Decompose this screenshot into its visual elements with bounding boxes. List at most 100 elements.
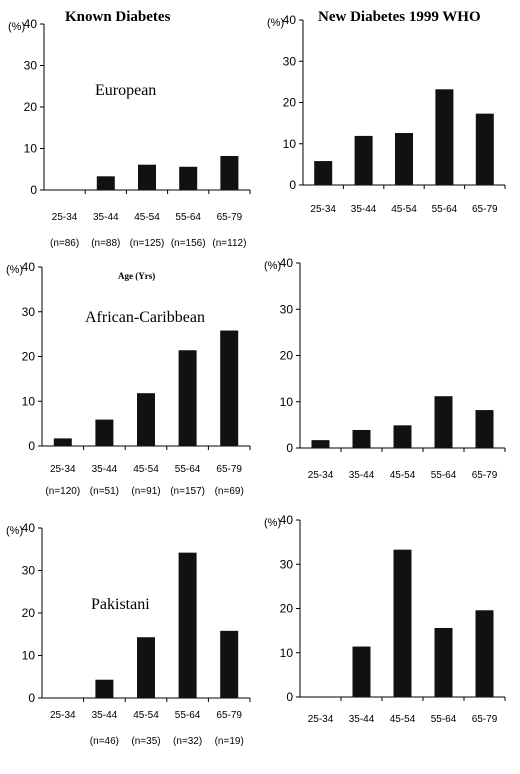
y-tick-label: 20 bbox=[280, 349, 294, 363]
x-tick-label: 55-64 bbox=[431, 470, 457, 481]
x-tick-label: 65-79 bbox=[216, 464, 242, 475]
age-axis-label: Age (Yrs) bbox=[118, 271, 155, 281]
left-column-title: Known Diabetes bbox=[65, 9, 171, 25]
sample-size-label: (n=125) bbox=[130, 238, 165, 249]
unit-label: (%) bbox=[6, 525, 23, 537]
x-tick-label: 65-79 bbox=[472, 714, 498, 725]
bar-45-54 bbox=[395, 133, 413, 185]
panel-new-european: (%) 0 10 20 30 40 25-34 35-44 45-54 55-64 65-79 bbox=[267, 13, 506, 215]
y-tick-label: 40 bbox=[280, 256, 294, 270]
group-label: African-Caribbean bbox=[85, 309, 205, 326]
x-tick-label: 25-34 bbox=[52, 212, 78, 223]
y-tick-label: 20 bbox=[22, 350, 36, 364]
y-tick-label: 20 bbox=[22, 606, 36, 620]
x-tick-label: 65-79 bbox=[217, 212, 243, 223]
bar-65-79 bbox=[220, 330, 239, 446]
bar-45-54 bbox=[137, 393, 155, 446]
x-tick-label: 25-34 bbox=[308, 470, 334, 481]
y-tick-label: 30 bbox=[24, 59, 38, 73]
x-tick-label: 35-44 bbox=[349, 714, 375, 725]
bar-55-64 bbox=[435, 89, 454, 185]
y-tick-label: 0 bbox=[30, 183, 37, 197]
y-tick-label: 0 bbox=[286, 441, 293, 455]
bar-35-44 bbox=[95, 419, 114, 446]
y-tick-label: 30 bbox=[22, 305, 36, 319]
right-column-title: New Diabetes 1999 WHO bbox=[318, 9, 481, 25]
x-tick-label: 55-64 bbox=[432, 204, 458, 215]
y-tick-label: 40 bbox=[280, 513, 294, 527]
y-tick-label: 10 bbox=[283, 137, 297, 151]
x-tick-label: 65-79 bbox=[216, 710, 242, 721]
bar-25-34 bbox=[314, 161, 333, 185]
x-tick-label: 45-54 bbox=[391, 204, 417, 215]
x-tick-label: 35-44 bbox=[92, 464, 118, 475]
y-tick-label: 10 bbox=[280, 395, 294, 409]
x-tick-label: 25-34 bbox=[50, 464, 76, 475]
y-tick-label: 40 bbox=[22, 260, 36, 274]
bar-55-64 bbox=[179, 166, 198, 190]
sample-size-label: (n=19) bbox=[215, 736, 244, 747]
x-tick-label: 55-64 bbox=[175, 212, 201, 223]
y-tick-label: 40 bbox=[24, 17, 38, 31]
y-tick-label: 10 bbox=[22, 394, 36, 408]
y-tick-label: 30 bbox=[22, 564, 36, 578]
bar-65-79 bbox=[220, 630, 239, 698]
x-tick-label: 35-44 bbox=[349, 470, 375, 481]
panels: (%) 0 10 20 30 40 25-34 (n=86) 35-44 (n=88) 45-54 (… bbox=[6, 13, 506, 747]
y-tick-label: 10 bbox=[280, 646, 294, 660]
x-tick-label: 45-54 bbox=[134, 212, 160, 223]
bar-45-54 bbox=[393, 549, 412, 697]
x-tick-label: 35-44 bbox=[92, 710, 118, 721]
y-tick-label: 20 bbox=[283, 96, 297, 110]
panel-new-pakistani: (%) 0 10 20 30 40 25-34 35-44 45-54 55-64 65-79 bbox=[264, 513, 506, 725]
sample-size-label: (n=120) bbox=[45, 486, 80, 497]
sample-size-label: (n=46) bbox=[90, 736, 119, 747]
y-tick-label: 0 bbox=[28, 691, 35, 705]
bar-45-54 bbox=[393, 425, 412, 448]
x-tick-label: 45-54 bbox=[133, 710, 159, 721]
group-label: Pakistani bbox=[91, 596, 150, 613]
y-tick-label: 0 bbox=[286, 690, 293, 704]
panel-known-pakistani: (%) 0 10 20 30 40 25-34 35-44 (n=46) 45-54 (n=35) 5… bbox=[6, 521, 251, 747]
unit-label: (%) bbox=[6, 264, 23, 276]
bar-55-64 bbox=[434, 396, 453, 448]
y-tick-label: 30 bbox=[280, 302, 294, 316]
unit-label: (%) bbox=[264, 260, 281, 272]
x-tick-label: 25-34 bbox=[310, 204, 336, 215]
sample-size-label: (n=69) bbox=[215, 486, 244, 497]
unit-label: (%) bbox=[267, 17, 284, 29]
group-label: European bbox=[95, 82, 156, 99]
y-tick-label: 10 bbox=[24, 142, 38, 156]
sample-size-label: (n=32) bbox=[173, 736, 202, 747]
bar-65-79 bbox=[475, 610, 494, 697]
sample-size-label: (n=91) bbox=[131, 486, 160, 497]
sample-size-label: (n=88) bbox=[91, 238, 120, 249]
sample-size-label: (n=112) bbox=[212, 238, 246, 249]
x-tick-label: 65-79 bbox=[472, 470, 498, 481]
sample-size-label: (n=35) bbox=[131, 736, 160, 747]
panel-known-african-caribbean: (%) 0 10 20 30 40 25-34 (n=120) 35-44 (n=51) 45-54… bbox=[6, 260, 251, 497]
sample-size-label: (n=157) bbox=[170, 486, 205, 497]
bar-45-54 bbox=[137, 637, 155, 698]
bar-35-44 bbox=[354, 135, 373, 185]
bar-35-44 bbox=[352, 429, 371, 448]
y-tick-label: 20 bbox=[280, 602, 294, 616]
y-tick-label: 0 bbox=[289, 178, 296, 192]
bar-65-79 bbox=[475, 113, 494, 185]
x-tick-label: 55-64 bbox=[431, 714, 457, 725]
bar-25-34 bbox=[311, 440, 330, 448]
sample-size-label: (n=86) bbox=[50, 238, 79, 249]
x-tick-label: 35-44 bbox=[351, 204, 377, 215]
bar-65-79 bbox=[475, 410, 494, 448]
bar-65-79 bbox=[220, 155, 239, 190]
x-tick-label: 45-54 bbox=[390, 714, 416, 725]
y-tick-label: 0 bbox=[28, 439, 35, 453]
x-tick-label: 35-44 bbox=[93, 212, 119, 223]
bar-25-34 bbox=[53, 438, 72, 446]
x-tick-label: 55-64 bbox=[175, 710, 201, 721]
y-tick-label: 20 bbox=[24, 100, 38, 114]
x-tick-label: 25-34 bbox=[308, 714, 334, 725]
bar-55-64 bbox=[178, 350, 197, 446]
x-tick-label: 55-64 bbox=[175, 464, 201, 475]
